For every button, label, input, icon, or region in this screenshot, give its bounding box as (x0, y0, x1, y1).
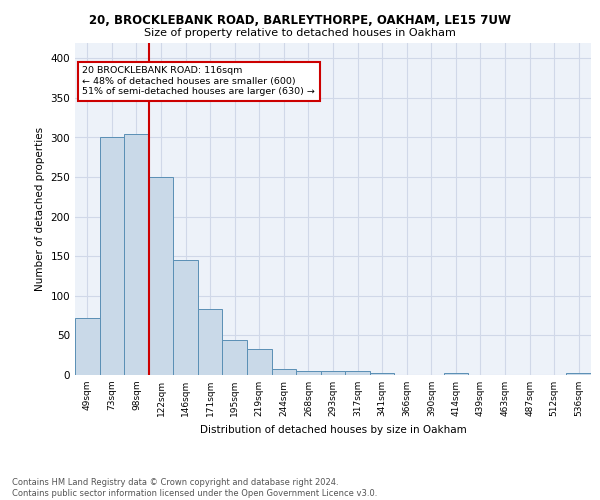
Bar (247, 349, 272, 375)
Y-axis label: Number of detached properties: Number of detached properties (35, 126, 45, 291)
Bar (124, 134, 149, 375)
Bar (198, 310, 223, 375)
Bar (296, 371, 321, 375)
X-axis label: Distribution of detached houses by size in Oakham: Distribution of detached houses by size … (200, 424, 466, 434)
Bar (75, 318, 100, 375)
Bar (173, 260, 198, 375)
Bar (566, 372, 591, 375)
Bar (149, 177, 173, 375)
Bar (272, 368, 296, 375)
Text: 20 BROCKLEBANK ROAD: 116sqm
← 48% of detached houses are smaller (600)
51% of se: 20 BROCKLEBANK ROAD: 116sqm ← 48% of det… (82, 66, 315, 96)
Bar (370, 374, 394, 375)
Text: 20, BROCKLEBANK ROAD, BARLEYTHORPE, OAKHAM, LE15 7UW: 20, BROCKLEBANK ROAD, BARLEYTHORPE, OAKH… (89, 14, 511, 27)
Text: Size of property relative to detached houses in Oakham: Size of property relative to detached ho… (144, 28, 456, 38)
Bar (321, 371, 345, 375)
Bar (223, 340, 247, 375)
Bar (345, 371, 370, 375)
Bar (100, 138, 124, 375)
Text: Contains HM Land Registry data © Crown copyright and database right 2024.
Contai: Contains HM Land Registry data © Crown c… (12, 478, 377, 498)
Bar (443, 372, 468, 375)
